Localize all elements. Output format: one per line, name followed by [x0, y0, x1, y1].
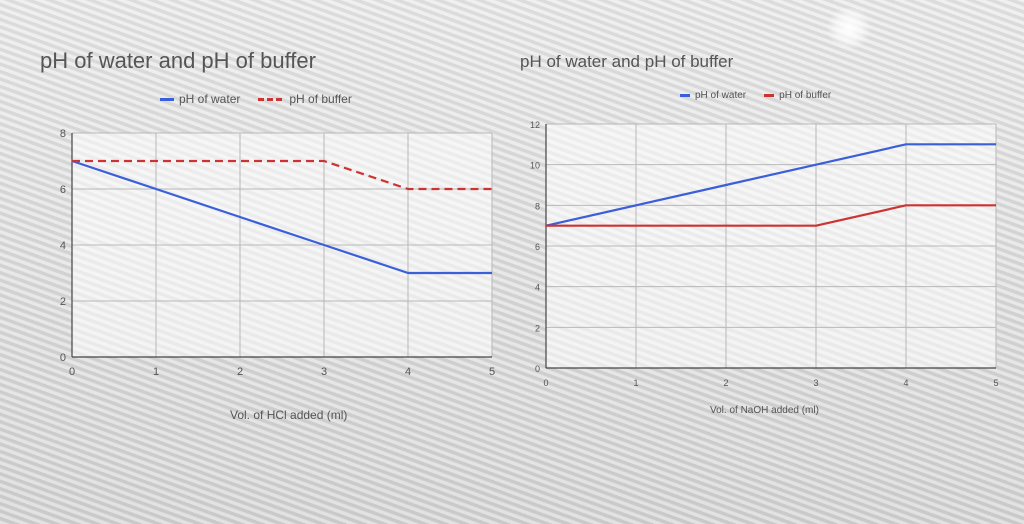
y-tick-label: 2: [60, 296, 66, 308]
x-tick-label: 2: [237, 366, 243, 378]
chart-legend: pH of water pH of buffer: [680, 90, 831, 101]
chart-legend: pH of water pH of buffer: [160, 92, 352, 106]
legend-item-water: pH of water: [160, 92, 240, 106]
x-tick-label: 4: [903, 378, 908, 388]
hcl-chart-plot: 0 2 4 6 8 0 1 2 3 4 5: [60, 128, 495, 378]
legend-item-buffer: pH of buffer: [764, 90, 831, 101]
y-tick-label: 4: [60, 240, 66, 252]
y-tick-label: 12: [530, 120, 540, 130]
x-tick-label: 5: [489, 366, 495, 378]
x-tick-label: 3: [321, 366, 327, 378]
legend-swatch-water: [680, 94, 690, 97]
x-tick-label: 3: [813, 378, 818, 388]
x-tick-label: 1: [153, 366, 159, 378]
series-line-water: [545, 143, 996, 227]
x-tick-label: 1: [633, 378, 638, 388]
x-tick-label: 2: [723, 378, 728, 388]
legend-item-buffer: pH of buffer: [258, 92, 352, 106]
x-tick-label: 5: [993, 378, 998, 388]
legend-item-water: pH of water: [680, 90, 746, 101]
y-tick-label: 10: [530, 161, 540, 171]
legend-label-water: pH of water: [695, 90, 747, 101]
chart-title: pH of water and pH of buffer: [520, 52, 734, 71]
legend-swatch-buffer: [258, 97, 285, 101]
y-tick-label: 6: [60, 184, 66, 196]
legend-label-buffer: pH of buffer: [289, 92, 352, 106]
series-line-buffer: [72, 159, 492, 191]
series-line-buffer: [546, 204, 996, 227]
y-tick-label: 2: [535, 323, 540, 333]
x-axis-label: Vol. of HCl added (ml): [230, 408, 348, 422]
y-tick-label: 0: [535, 364, 540, 374]
y-tick-label: 8: [535, 201, 540, 211]
hcl-chart: pH of water and pH of buffer pH of water…: [20, 40, 510, 470]
series-line-water: [71, 159, 492, 275]
x-axis-label: Vol. of NaOH added (ml): [710, 405, 819, 416]
naoh-chart: pH of water and pH of buffer pH of water…: [510, 40, 1010, 470]
y-tick-label: 6: [535, 242, 540, 252]
legend-label-water: pH of water: [179, 92, 241, 106]
y-tick-label: 8: [60, 128, 66, 140]
screen-glare: [824, 8, 874, 48]
chart-title: pH of water and pH of buffer: [40, 48, 316, 73]
x-tick-label: 0: [69, 366, 75, 378]
x-tick-label: 4: [405, 366, 411, 378]
legend-swatch-buffer: [764, 94, 775, 97]
x-tick-label: 0: [543, 378, 548, 388]
y-tick-label: 0: [60, 352, 66, 364]
legend-label-buffer: pH of buffer: [779, 90, 832, 101]
legend-swatch-water: [160, 97, 174, 101]
y-tick-label: 4: [535, 283, 540, 293]
